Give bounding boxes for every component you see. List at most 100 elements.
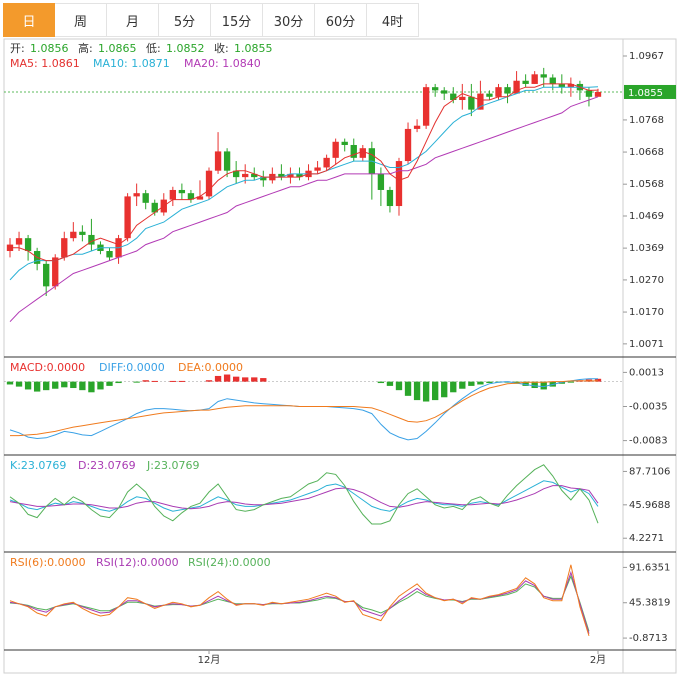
candle-body <box>169 189 176 200</box>
macd-histogram-bar <box>522 381 529 386</box>
candle-body <box>567 83 575 88</box>
macd-histogram-bar <box>459 381 466 389</box>
candle-body <box>24 238 32 252</box>
candle-body <box>468 96 475 110</box>
legend-k: K:23.0769 <box>10 459 66 472</box>
price-axis-tick-label: 1.0270 <box>629 275 664 286</box>
chart-frame <box>3 38 677 674</box>
candle-body <box>522 80 529 84</box>
legend-diff: DIFF:0.0000 <box>99 361 165 374</box>
candle-body <box>106 251 113 258</box>
macd-histogram-bar <box>486 381 493 384</box>
macd-histogram-bar <box>61 381 68 388</box>
macd-histogram-bar <box>33 381 41 392</box>
period-tabs: 日 周 月 5分 15分 30分 60分 4时 <box>3 3 423 37</box>
macd-histogram-bar <box>531 381 538 389</box>
candle-body <box>404 128 412 162</box>
x-axis-label: 2月 <box>590 654 606 666</box>
price-axis-tick-label: 1.0170 <box>629 307 664 318</box>
candle-body <box>61 238 68 258</box>
macd-histogram-bar <box>43 381 50 391</box>
ma10-line <box>9 86 599 281</box>
x-axis-label: 12月 <box>198 654 221 666</box>
price-axis-tick-label: 1.0668 <box>629 147 664 158</box>
macd-axis-tick-label: -0.0083 <box>629 436 668 447</box>
price-axis-tick-label: 1.0967 <box>629 51 664 62</box>
macd-histogram-bar <box>133 381 140 383</box>
k-line <box>9 480 599 512</box>
macd-histogram-bar <box>151 380 158 382</box>
last-price-label: 1.0855 <box>628 88 663 99</box>
tab-60min[interactable]: 60分 <box>315 3 367 37</box>
kdj-axis-tick-label: 87.7106 <box>629 466 670 477</box>
macd-histogram-bar <box>594 378 602 382</box>
macd-histogram-bar <box>386 381 394 386</box>
candle-body <box>395 161 403 207</box>
macd-histogram-bar <box>404 381 412 396</box>
ma20-line <box>9 96 599 323</box>
legend-d: D:23.0769 <box>78 459 136 472</box>
rsi24-line <box>9 574 590 632</box>
candle-body <box>178 189 186 194</box>
candle-body <box>341 141 348 145</box>
candle-body <box>531 74 538 84</box>
candle-body <box>260 177 267 181</box>
candle-body <box>187 193 195 200</box>
macd-histogram-bar <box>6 381 14 385</box>
candle-body <box>350 144 357 158</box>
macd-histogram-bar <box>540 381 547 390</box>
rsi-axis-tick-label: 91.6351 <box>629 562 670 573</box>
legend-low-label: 低: <box>146 42 161 55</box>
legend-dea: DEA:0.0000 <box>178 361 243 374</box>
tab-month[interactable]: 月 <box>107 3 159 37</box>
legend-high-label: 高: <box>78 41 93 55</box>
candle-body <box>332 141 339 158</box>
tab-5min[interactable]: 5分 <box>159 3 211 37</box>
legend-low-value: 1.0852 <box>166 42 205 55</box>
macd-histogram-bar <box>142 380 149 382</box>
legend-rsi6: RSI(6):0.0000 <box>10 556 86 569</box>
candle-body <box>124 196 131 239</box>
candle-body <box>251 173 258 178</box>
candle-body <box>314 167 321 171</box>
last-price-tag <box>624 84 676 99</box>
legend-rsi24: RSI(24):0.0000 <box>188 556 271 569</box>
candle-body <box>15 238 23 245</box>
candle-body <box>504 87 511 94</box>
macd-histogram-bar <box>450 381 457 393</box>
legend-ma20: MA20: 1.0840 <box>184 57 261 70</box>
legend-high-value: 1.0865 <box>98 42 137 55</box>
macd-histogram-bar <box>214 375 222 382</box>
candle-body <box>214 151 222 171</box>
legend-close-value: 1.0855 <box>234 42 273 55</box>
j-line <box>9 464 599 525</box>
candle-body <box>413 125 421 129</box>
tab-4hour[interactable]: 4时 <box>367 3 419 37</box>
candle-body <box>79 231 86 235</box>
kdj-axis-tick-label: 4.2271 <box>629 533 664 544</box>
candle-body <box>441 90 448 94</box>
candle-body <box>540 74 547 78</box>
candle-body <box>70 231 77 239</box>
price-axis-tick-label: 1.0568 <box>629 179 664 190</box>
tab-week[interactable]: 周 <box>55 3 107 37</box>
candle-body <box>549 77 556 84</box>
price-axis-tick-label: 1.0469 <box>629 211 664 222</box>
candle-body <box>377 173 385 190</box>
tab-30min[interactable]: 30分 <box>263 3 315 37</box>
tab-day[interactable]: 日 <box>3 3 55 37</box>
rsi-axis-tick-label: 45.3819 <box>629 598 670 609</box>
macd-histogram-bar <box>115 381 122 384</box>
candle-body <box>151 202 158 213</box>
tab-15min[interactable]: 15分 <box>211 3 263 37</box>
macd-histogram-bar <box>97 381 104 390</box>
macd-axis-tick-label: 0.0013 <box>629 367 664 378</box>
candle-body <box>223 151 231 171</box>
ma5-line <box>10 83 599 262</box>
macd-histogram-bar <box>377 381 385 384</box>
candle-body <box>296 173 303 178</box>
macd-histogram-bar <box>15 381 23 387</box>
candle-body <box>232 170 240 178</box>
macd-histogram-bar <box>422 381 430 402</box>
macd-histogram-bar <box>441 381 448 398</box>
